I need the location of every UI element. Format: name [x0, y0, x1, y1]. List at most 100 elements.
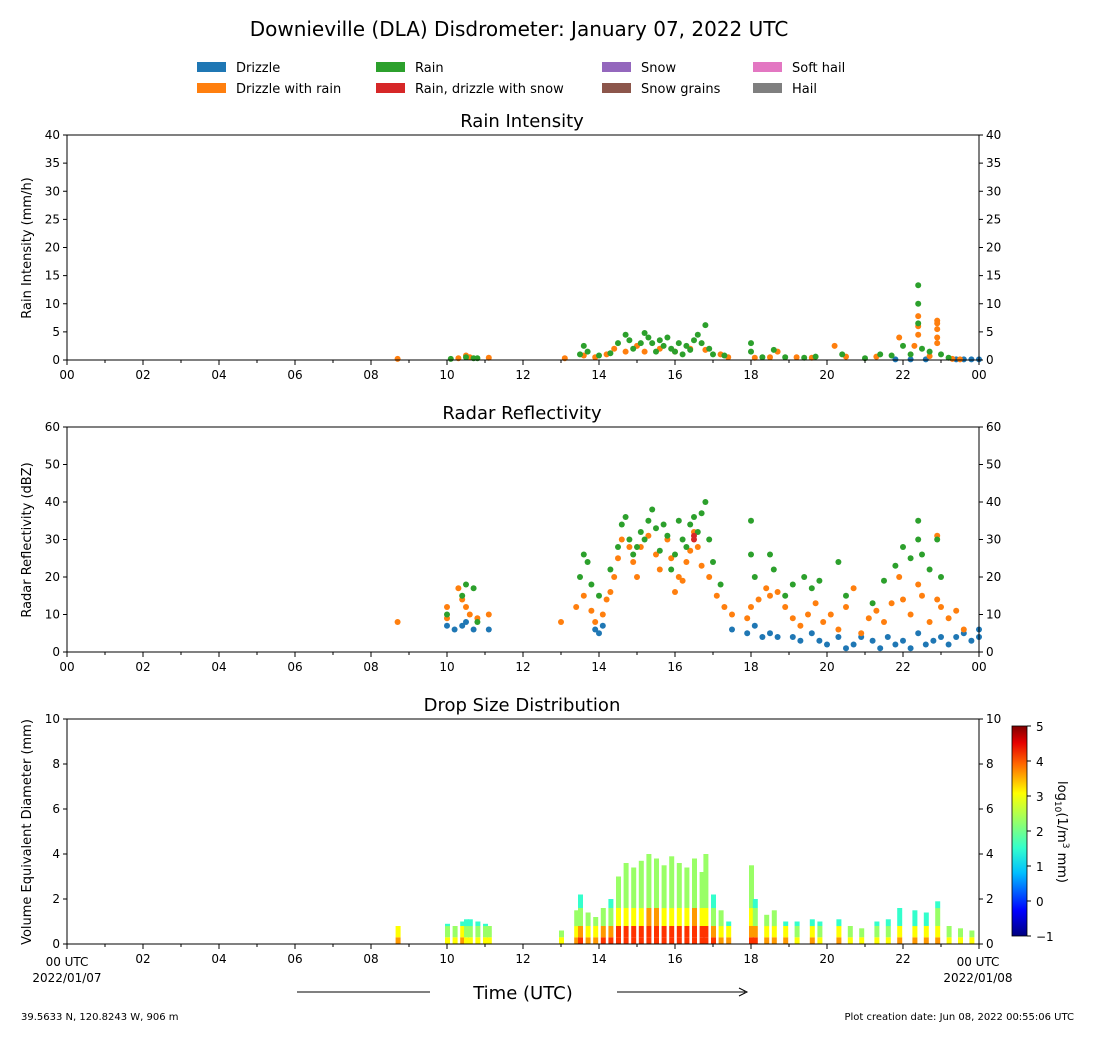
data-point [911, 342, 918, 349]
dsd-cell [608, 937, 614, 945]
dsd-cell [638, 937, 644, 945]
dsd-cell [897, 908, 903, 926]
dsd-cell [475, 937, 481, 945]
y-tick-label: 10 [45, 297, 60, 311]
plot-frame [66, 134, 980, 361]
dsd-cell [817, 926, 823, 938]
data-point [641, 330, 648, 336]
dsd-cell [874, 926, 880, 938]
data-point [873, 607, 880, 614]
dsd-cell [467, 919, 473, 927]
data-point [820, 619, 827, 625]
data-point [907, 351, 914, 358]
dsd-cell [692, 908, 697, 926]
dsd-cell [946, 937, 952, 945]
dsd-cell [718, 937, 724, 945]
data-point [645, 334, 652, 341]
x-tick-label: 20 [819, 952, 834, 966]
data-point [934, 326, 941, 333]
data-point [748, 517, 754, 524]
data-point [615, 555, 621, 562]
dsd-cell [836, 919, 842, 927]
data-point [835, 559, 842, 565]
x-first-tick-top: 00 UTC [46, 955, 89, 969]
data-point [698, 562, 705, 569]
dsd-cell [749, 865, 754, 909]
data-point [675, 340, 682, 347]
dsd-cell [684, 908, 690, 926]
dsd-cell [608, 926, 614, 938]
data-point [580, 551, 587, 558]
colorbar-label: log10(1/m3 mm) [1052, 781, 1070, 883]
data-point [702, 499, 709, 505]
legend-swatch [753, 62, 782, 72]
y-tick-label: 35 [45, 156, 60, 170]
dsd-cell [958, 937, 963, 945]
dsd-cell [631, 926, 637, 938]
dsd-cell [559, 930, 564, 938]
data-point [960, 626, 967, 633]
data-point [622, 348, 629, 355]
plot-frame [66, 426, 980, 653]
data-point [938, 634, 944, 640]
data-point [729, 626, 735, 633]
dsd-cell [669, 937, 675, 945]
data-point [470, 585, 477, 592]
data-point [808, 585, 815, 592]
x-tick-label: 20 [819, 368, 834, 382]
dsd-cell [935, 908, 941, 926]
dsd-cell [794, 937, 800, 945]
data-point [691, 536, 697, 543]
y-tick-label: 20 [45, 570, 60, 584]
data-point [945, 615, 952, 622]
dsd-cell [593, 926, 599, 938]
data-point [687, 346, 694, 353]
data-point [915, 313, 922, 320]
dsd-cell [874, 937, 880, 945]
data-point [881, 619, 887, 625]
y-tick-label: 40 [45, 495, 60, 509]
data-point [869, 637, 876, 644]
data-point [694, 544, 701, 550]
data-point [721, 352, 728, 359]
data-point [816, 577, 823, 584]
data-point [801, 574, 808, 580]
dsd-cell [445, 937, 450, 945]
colorbar-tick-label: −1 [1036, 930, 1054, 944]
dsd-cell [654, 926, 659, 938]
data-point [968, 637, 975, 644]
data-point [611, 574, 618, 580]
data-point [877, 645, 884, 652]
dsd-cell [600, 908, 606, 926]
data-point [675, 574, 682, 580]
data-point [748, 348, 754, 355]
data-point [463, 581, 469, 588]
dsd-cell [711, 926, 716, 938]
dsd-cell [859, 937, 865, 945]
data-point [672, 551, 678, 558]
dsd-cell [608, 908, 614, 926]
data-point [660, 521, 667, 528]
data-point [915, 282, 922, 289]
rain-intensity-panel: Rain Intensity Rain Intensity (mm/h) 0 05… [20, 111, 1001, 382]
y-tick-label-right: 60 [986, 420, 1001, 434]
y-tick-label-right: 40 [986, 495, 1001, 509]
data-point [945, 354, 952, 361]
x-tick-label: 16 [667, 660, 682, 674]
data-point [789, 634, 796, 640]
dsd-cell [559, 937, 564, 945]
x-tick-label: 18 [743, 660, 758, 674]
dsd-cell [874, 921, 880, 926]
dsd-cell [923, 926, 929, 938]
dsd-cell [711, 937, 716, 945]
data-point [934, 340, 941, 347]
dsd-cell [676, 863, 682, 908]
colorbar-tick-label: 4 [1036, 755, 1044, 769]
data-point [934, 334, 941, 341]
data-point [466, 611, 473, 618]
legend-entry: Rain, drizzle with snow [415, 82, 564, 97]
data-point [812, 600, 819, 607]
y-tick-label: 15 [45, 269, 60, 283]
x-last-tick-top: 00 UTC [957, 955, 1000, 969]
data-point [892, 356, 899, 363]
